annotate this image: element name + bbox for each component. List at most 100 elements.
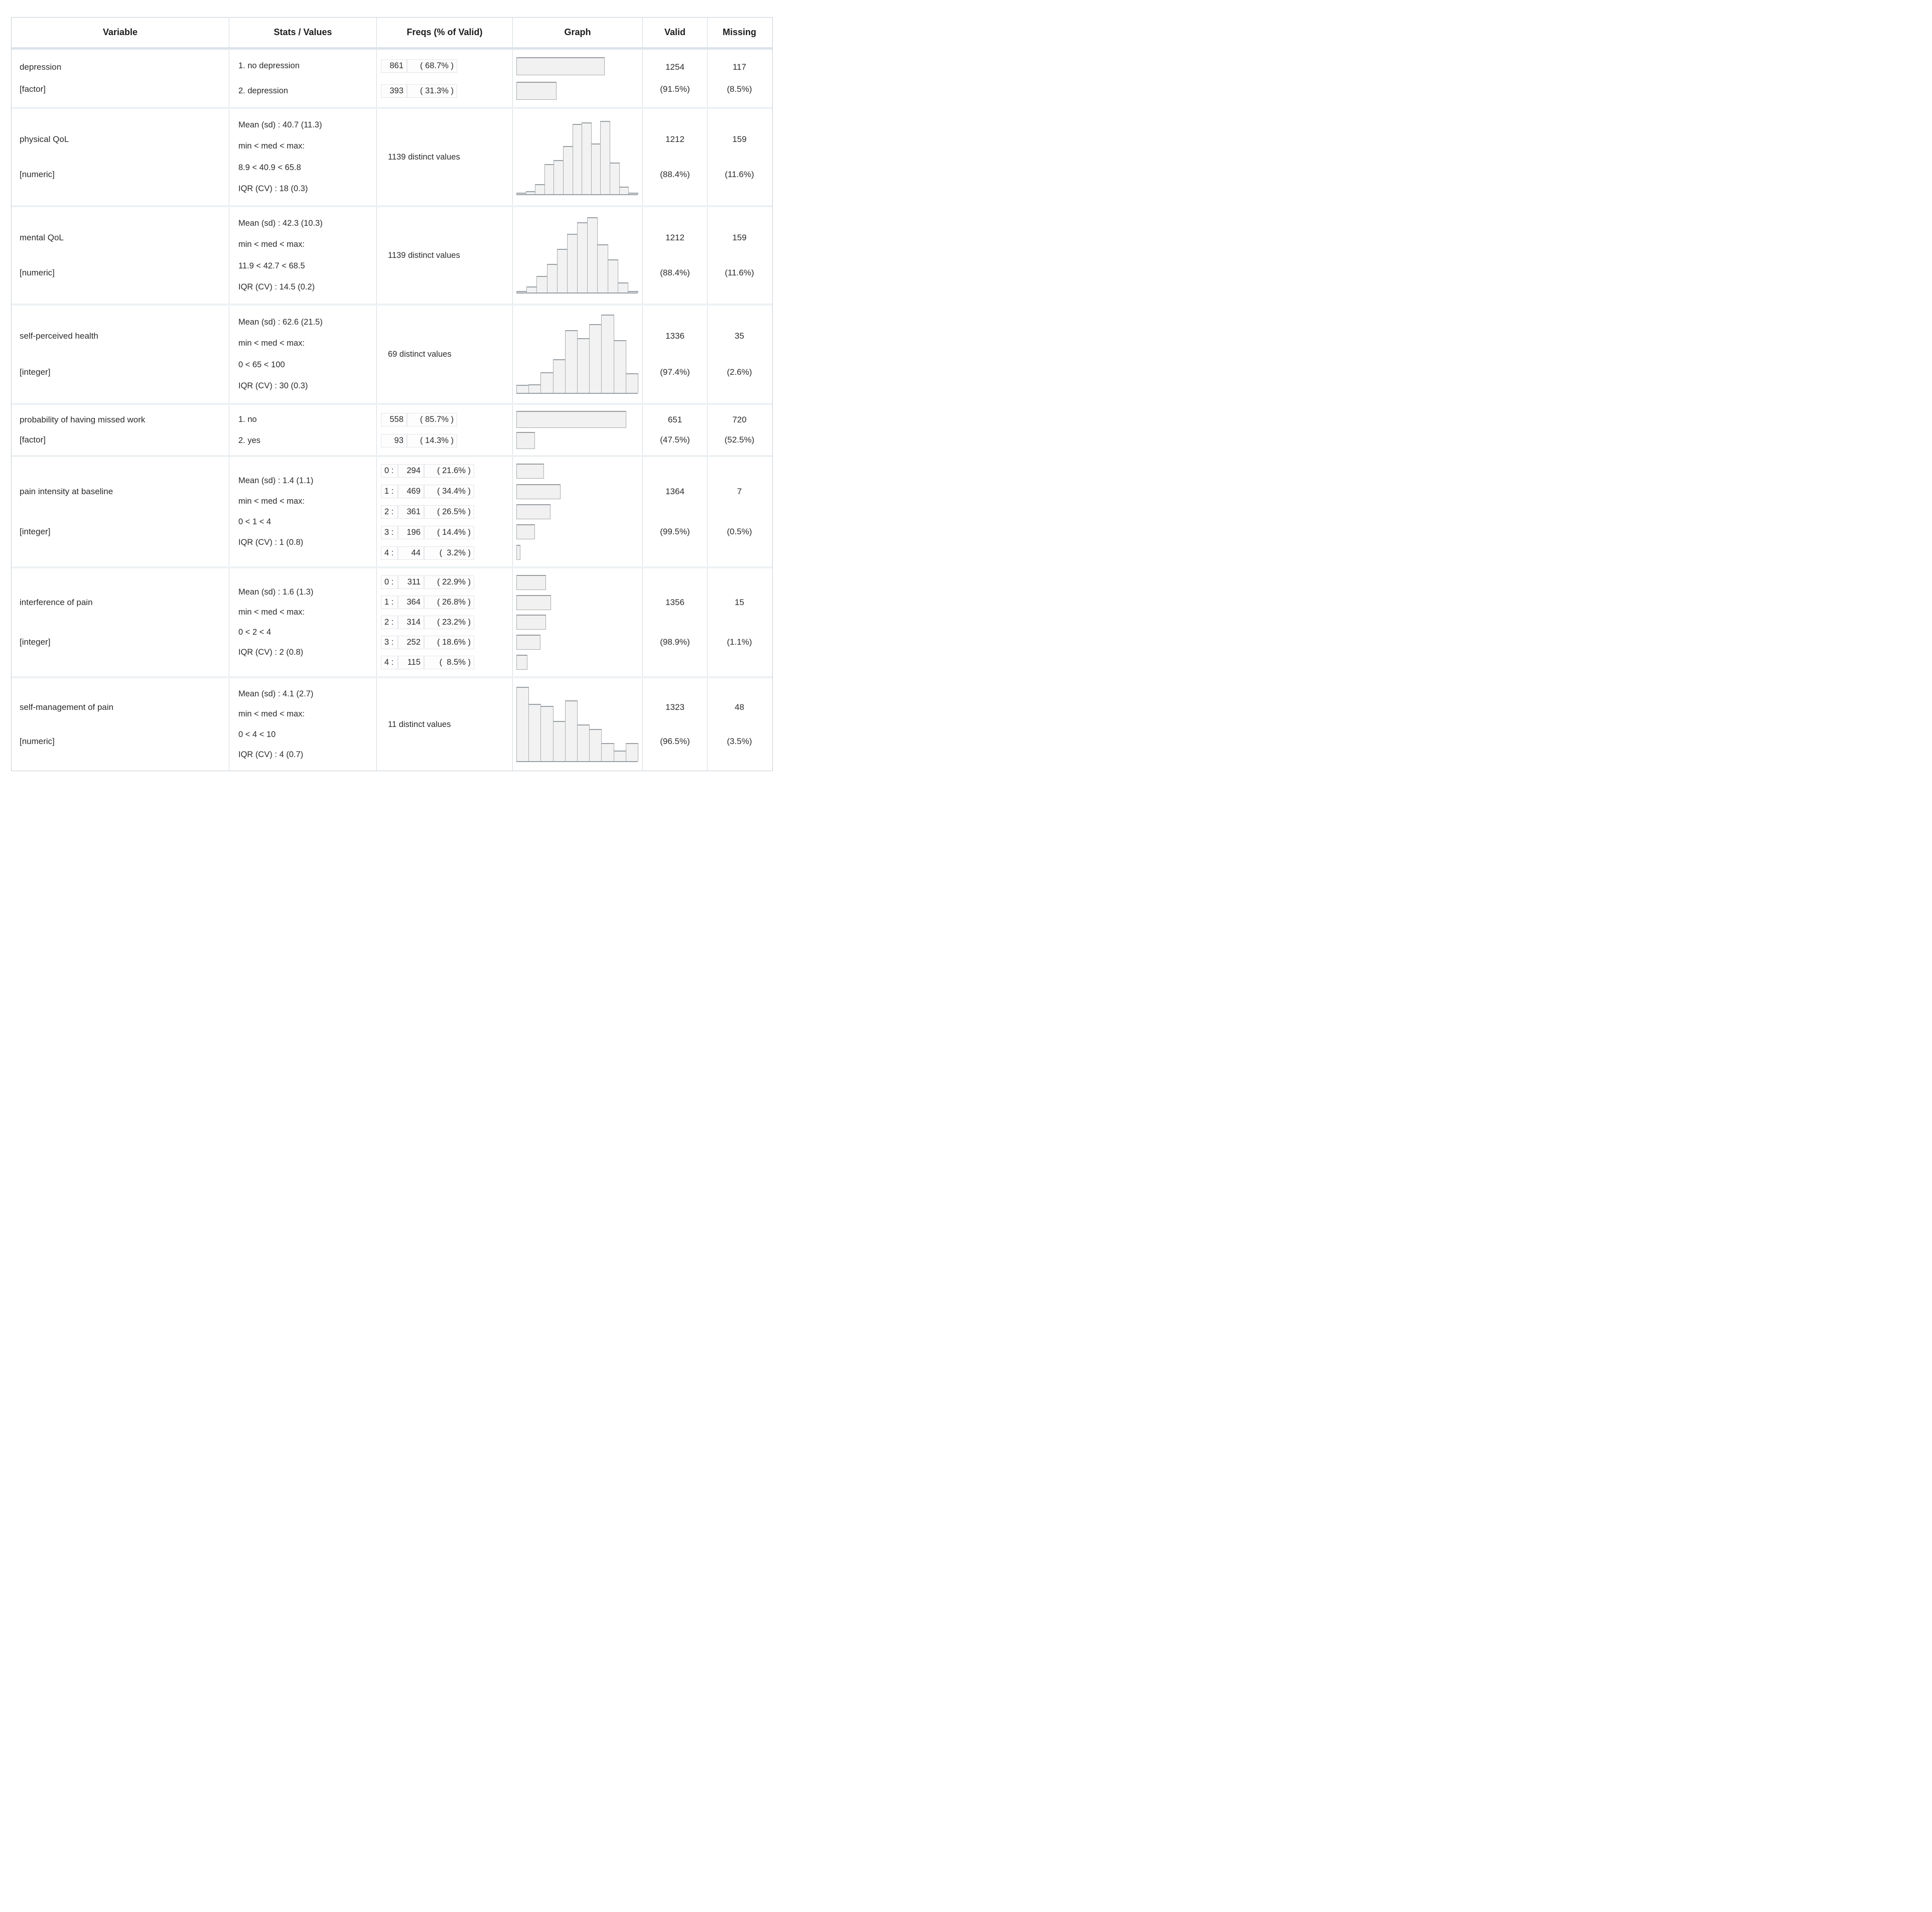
valid-cell: 1364 (99.5%) — [643, 457, 708, 566]
histogram-bar — [589, 324, 602, 393]
freq-value-label: 4 : — [381, 546, 398, 560]
freq-percent: ( 14.3% ) — [407, 433, 457, 448]
stats-line: IQR (CV) : 1 (0.8) — [238, 538, 304, 547]
histogram-bar — [516, 385, 529, 393]
histogram-bar — [516, 687, 529, 761]
histogram-bar — [613, 340, 626, 393]
frequency-bar — [516, 544, 520, 560]
freq-value-label: 1 : — [381, 484, 398, 498]
stats-line: 8.9 < 40.9 < 65.8 — [238, 163, 301, 172]
variable-name: physical QoL — [20, 134, 69, 144]
freq-line: 2 :361( 26.5% ) — [381, 502, 512, 522]
histogram-bar — [607, 259, 618, 292]
histogram — [516, 217, 639, 293]
freq-percent: ( 8.5% ) — [424, 656, 474, 669]
bar-line — [516, 613, 638, 633]
valid-percent: (88.4%) — [660, 170, 690, 180]
frequency-bar — [516, 411, 626, 428]
freq-value-label: 2 : — [381, 616, 398, 629]
histogram-bar — [536, 276, 547, 292]
histogram-bar — [567, 234, 578, 292]
stats-line: Mean (sd) : 42.3 (10.3) — [238, 219, 323, 228]
bar-line — [516, 522, 638, 542]
valid-count: 1212 — [665, 232, 684, 242]
histogram-bar — [540, 706, 554, 761]
histogram-bar — [589, 729, 602, 761]
freq-count: 364 — [398, 596, 424, 609]
stats-line: 0 < 2 < 4 — [238, 628, 271, 637]
freq-line: 0 :311( 22.9% ) — [381, 572, 512, 593]
histogram-bar — [563, 146, 573, 194]
freq-count: 361 — [398, 505, 424, 519]
table-row: probability of having missed work [factor… — [12, 405, 772, 457]
freq-line: 1 :364( 26.8% ) — [381, 593, 512, 613]
column-header-graph: Graph — [513, 18, 643, 47]
freq-percent: ( 34.4% ) — [424, 484, 474, 498]
freq-percent: ( 21.6% ) — [424, 464, 474, 478]
valid-percent: (47.5%) — [660, 435, 690, 445]
freqs-cell: 861( 68.7% ) 393( 31.3% ) — [377, 50, 513, 107]
graph-cell — [513, 306, 643, 403]
missing-count: 159 — [732, 134, 747, 144]
freq-line: 0 :294( 21.6% ) — [381, 461, 512, 481]
graph-cell — [513, 405, 643, 455]
valid-count: 1356 — [665, 598, 684, 608]
histogram-bar — [587, 217, 598, 292]
stats-line: IQR (CV) : 14.5 (0.2) — [238, 282, 315, 291]
valid-percent: (97.4%) — [660, 367, 690, 377]
stats-cell: Mean (sd) : 1.6 (1.3) min < med < max: 0 <… — [229, 568, 377, 676]
frequency-bar — [516, 655, 527, 670]
variable-cell: interference of pain [integer] — [12, 568, 229, 676]
missing-count: 48 — [735, 702, 744, 712]
stats-cell: Mean (sd) : 40.7 (11.3) min < med < max: 8… — [229, 109, 377, 205]
bar-line — [516, 78, 638, 103]
column-header-variable: Variable — [12, 18, 229, 47]
stats-line: min < med < max: — [238, 339, 305, 348]
missing-percent: (52.5%) — [724, 435, 755, 445]
histogram-bar — [625, 373, 639, 393]
freqs-cell: 0 :294( 21.6% ) 1 :469( 34.4% ) 2 :361( 26… — [377, 457, 513, 566]
missing-percent: (2.6%) — [727, 367, 752, 377]
histogram-bar — [526, 286, 537, 292]
bar-line — [516, 632, 638, 652]
histogram-bar — [582, 122, 592, 194]
histogram-bar — [597, 244, 608, 292]
valid-count: 1323 — [665, 702, 684, 712]
page: Variable Stats / Values Freqs (% of Vali… — [0, 0, 773, 786]
graph-cell — [513, 457, 643, 566]
table-row: self-management of pain [numeric] Mean (sd… — [12, 678, 772, 771]
histogram-bar — [610, 163, 620, 194]
missing-cell: 35 (2.6%) — [708, 306, 771, 403]
frequency-bar — [516, 504, 550, 519]
stats-line: Mean (sd) : 40.7 (11.3) — [238, 120, 322, 130]
freqs-cell: 69 distinct values — [377, 306, 513, 403]
variable-name: self-perceived health — [20, 331, 98, 341]
variable-name: pain intensity at baseline — [20, 487, 113, 497]
stats-line: min < med < max: — [238, 608, 305, 617]
valid-count: 1336 — [665, 331, 684, 341]
histogram-bar — [601, 743, 614, 761]
freq-value-label: 1 : — [381, 596, 398, 609]
distinct-values-text: 11 distinct values — [388, 719, 451, 729]
bar-line — [516, 593, 638, 613]
freq-line: 861( 68.7% ) — [381, 53, 512, 78]
frequency-bar — [516, 574, 546, 590]
stats-line: IQR (CV) : 18 (0.3) — [238, 184, 308, 193]
variable-type: [numeric] — [20, 268, 55, 278]
frequency-bar — [516, 464, 544, 479]
missing-count: 15 — [735, 598, 744, 608]
histogram-bar — [528, 704, 541, 761]
valid-count: 1212 — [665, 134, 684, 144]
freq-count: 393 — [381, 84, 407, 98]
histogram-bar — [591, 143, 601, 194]
stats-line: Mean (sd) : 62.6 (21.5) — [238, 317, 323, 327]
freq-line: 4 :44( 3.2% ) — [381, 543, 512, 563]
graph-cell — [513, 207, 643, 304]
missing-cell: 159 (11.6%) — [708, 109, 771, 205]
histogram-bar — [525, 191, 536, 194]
freq-count: 252 — [398, 636, 424, 649]
missing-cell: 15 (1.1%) — [708, 568, 771, 676]
variable-type: [numeric] — [20, 737, 55, 746]
bar-line — [516, 502, 638, 522]
freq-percent: ( 26.8% ) — [424, 596, 474, 609]
